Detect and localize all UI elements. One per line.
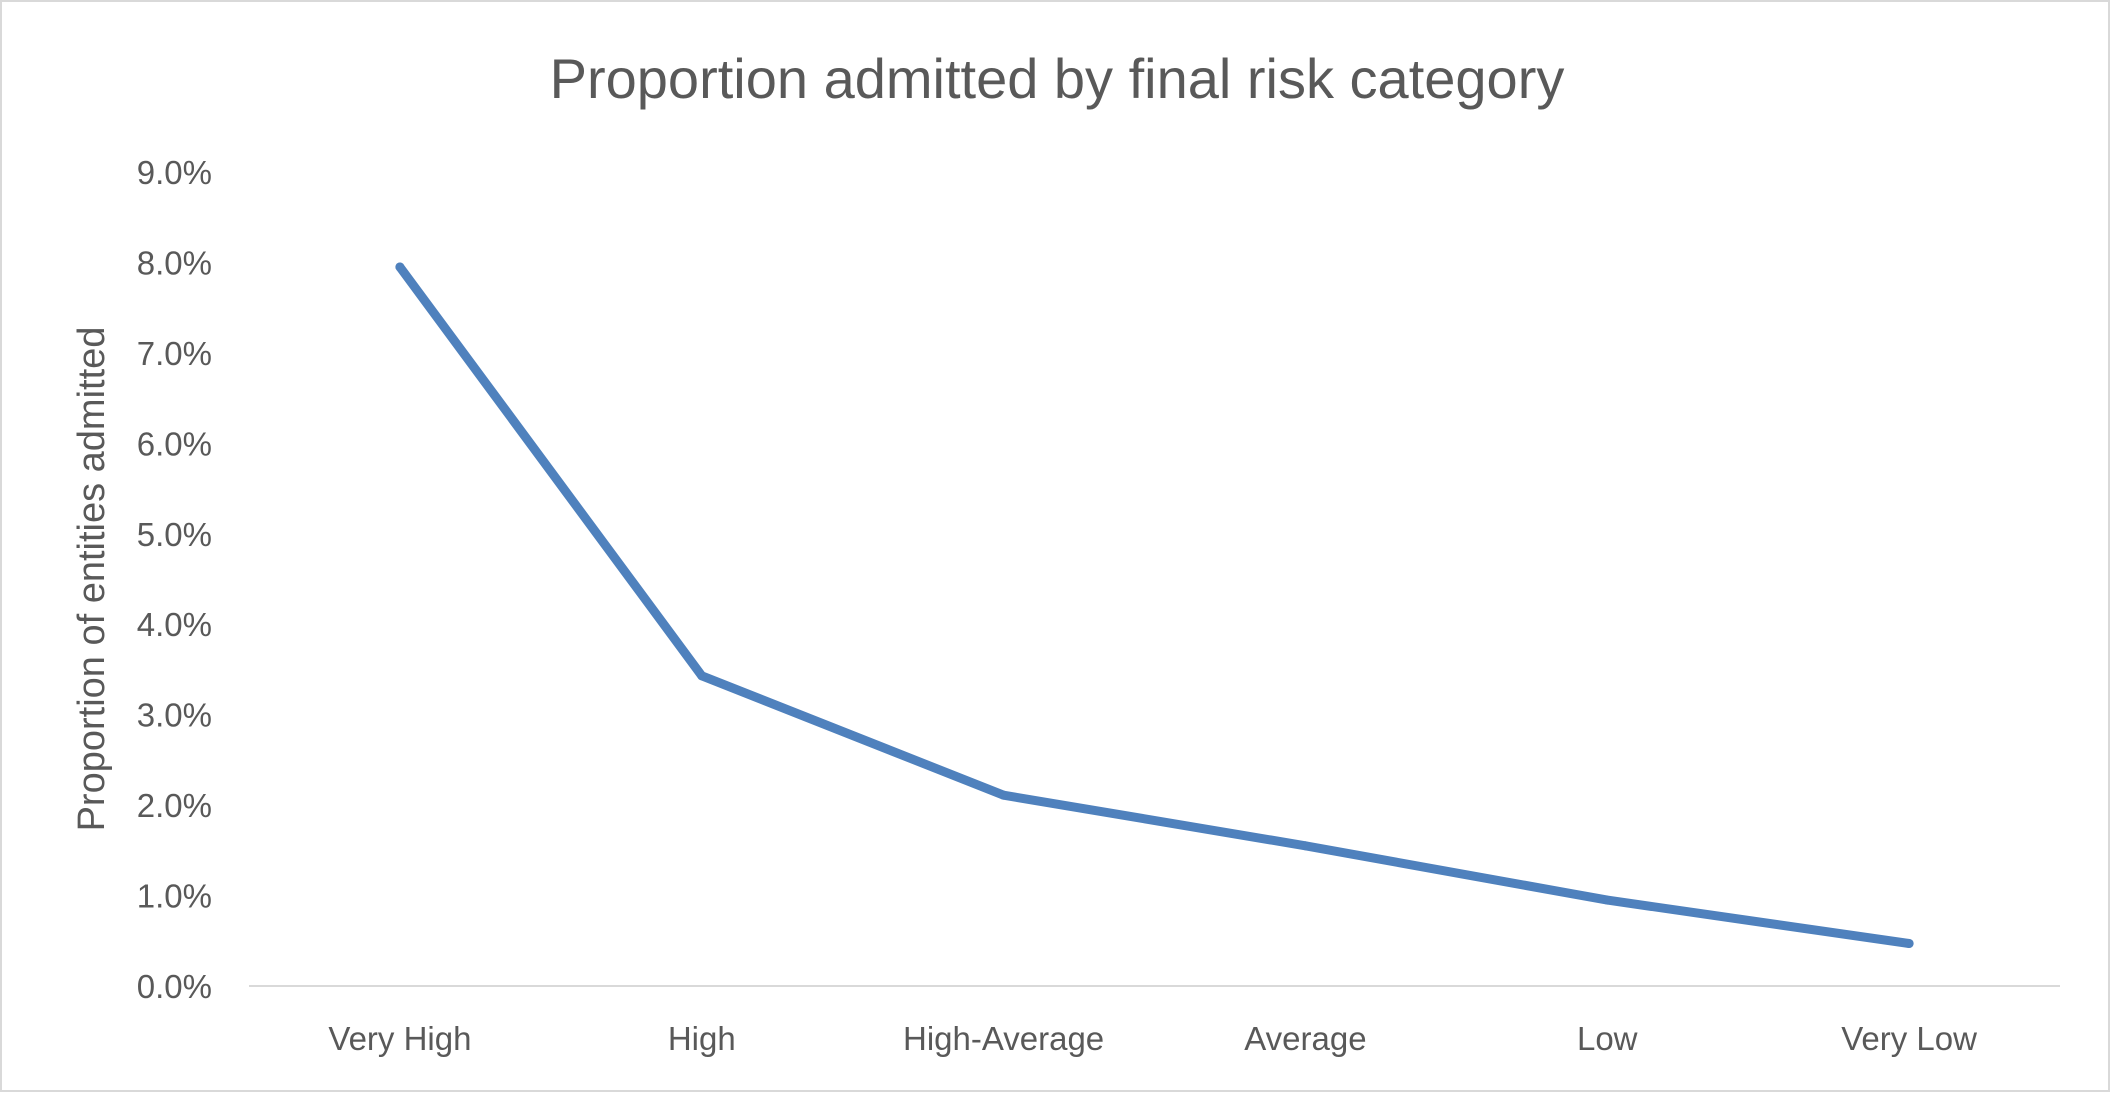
x-tick-label: Very High (328, 1020, 471, 1057)
y-tick-label: 8.0% (137, 244, 212, 281)
y-tick-label: 3.0% (137, 697, 212, 734)
y-tick-label: 7.0% (137, 335, 212, 372)
data-point (395, 262, 405, 272)
x-tick-label: Low (1577, 1020, 1638, 1057)
y-tick-label: 6.0% (137, 425, 212, 462)
chart-title: Proportion admitted by final risk catego… (550, 47, 1565, 110)
series-line (395, 262, 1914, 948)
series-layer (395, 262, 1914, 948)
x-tick-label: High-Average (903, 1020, 1104, 1057)
data-point (999, 790, 1009, 800)
data-point (697, 671, 707, 681)
y-tick-label: 0.0% (137, 968, 212, 1005)
data-point (1300, 841, 1310, 851)
x-tick-labels: Very High High High-Average Average Low Very … (328, 1020, 1977, 1057)
y-tick-label: 5.0% (137, 516, 212, 553)
y-axis-title: Proportion of entities admitted (71, 327, 113, 832)
data-point (1904, 938, 1914, 948)
y-tick-label: 2.0% (137, 787, 212, 824)
x-tick-label: Average (1244, 1020, 1366, 1057)
y-tick-label: 1.0% (137, 878, 212, 915)
x-tick-label: High (668, 1020, 736, 1057)
y-tick-labels: 0.0% 1.0% 2.0% 3.0% 4.0% 5.0% 6.0% 7.0% 8.0% 9.0% (137, 154, 212, 1005)
y-tick-label: 9.0% (137, 154, 212, 191)
x-tick-label: Very Low (1841, 1020, 1977, 1057)
y-tick-label: 4.0% (137, 606, 212, 643)
data-point (1602, 895, 1612, 905)
